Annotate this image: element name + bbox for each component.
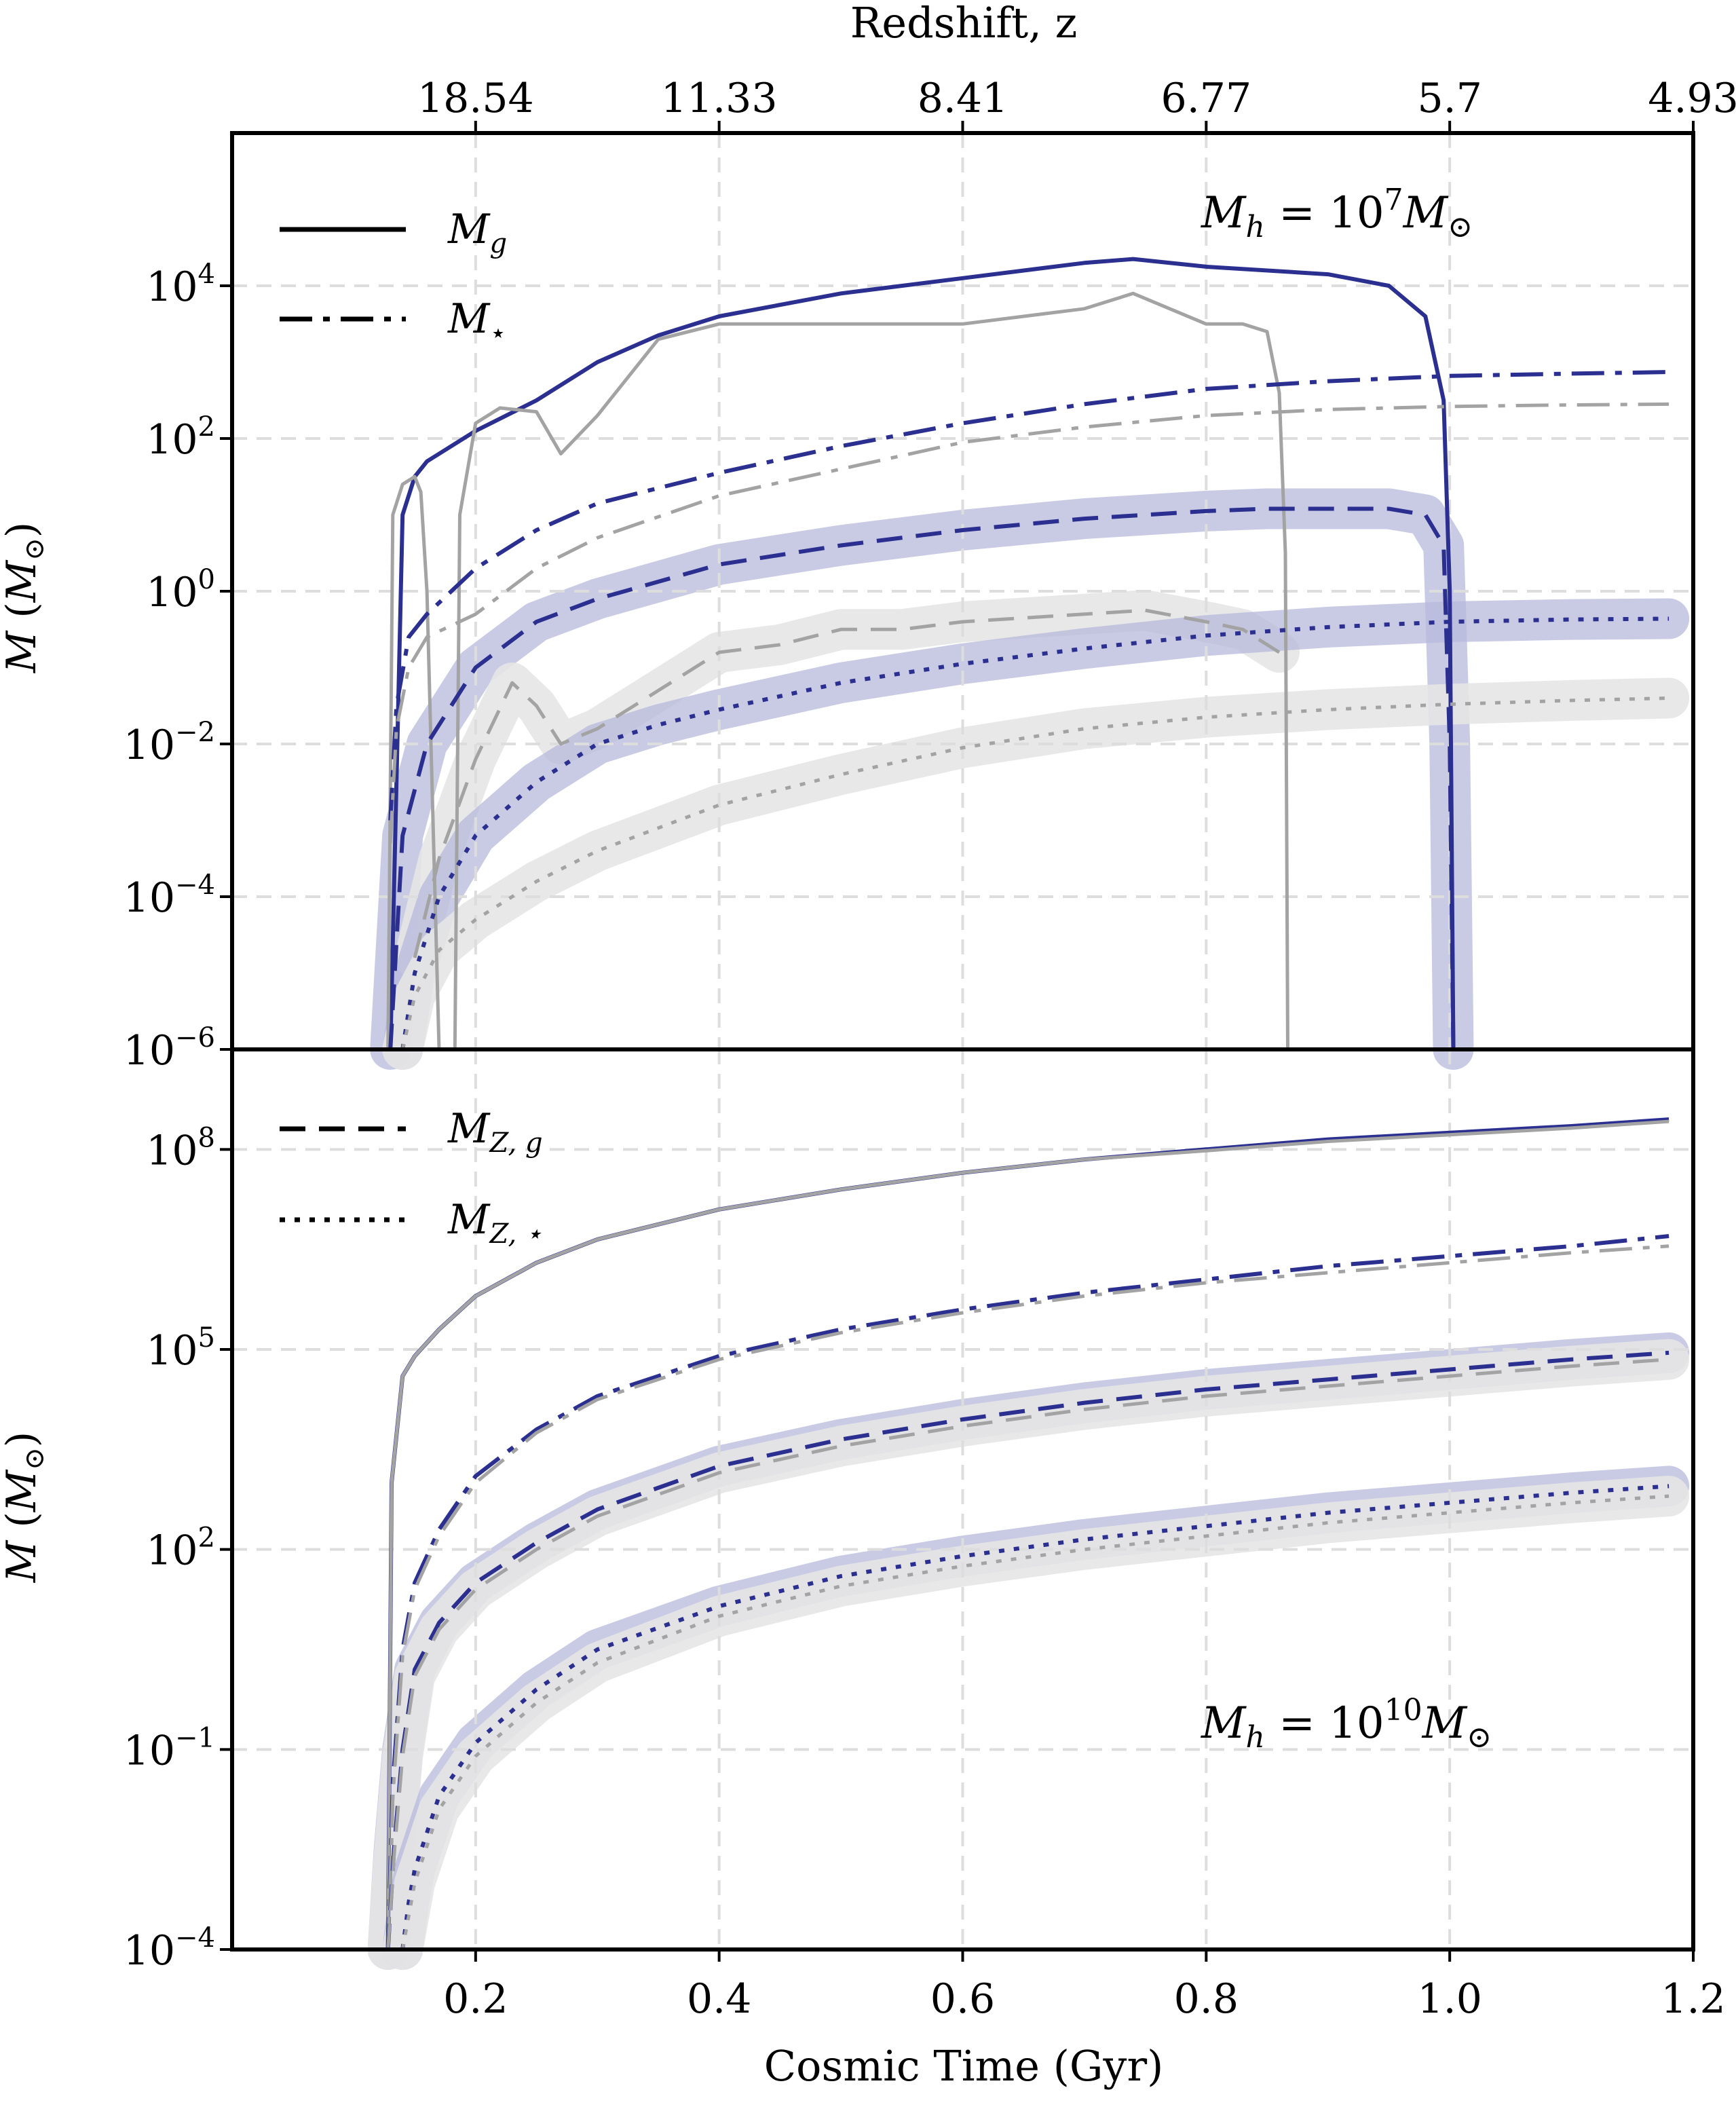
bottom-panel-annotation: Mh = 1010M⊙ [1201, 1693, 1492, 1755]
axis-ticks: 0.2 0.4 0.6 0.8 1.0 1.2 18.54 11.33 8.41 6.77 5.7 4… [124, 75, 1736, 2023]
redshift-tick-label: 18.54 [417, 75, 534, 122]
legend-label-mstar: M⋆ [447, 295, 506, 349]
top-series-gray-solid [386, 474, 442, 1051]
top-series-gray-dashed [413, 608, 1281, 958]
redshift-tick-label: 8.41 [918, 75, 1008, 122]
bottom-panel-mh-1e10 [232, 1049, 1693, 1970]
top-series-blue-dashed [388, 506, 1456, 1050]
bottom-y-tick-label: 105 [146, 1322, 215, 1375]
bottom-y-tick-label: 10−4 [124, 1922, 215, 1975]
redshift-tick-label: 6.77 [1161, 75, 1252, 122]
top-series-blue-solid [388, 257, 1456, 1050]
bottom-series-gray-dashdot [386, 1244, 1669, 1950]
bottom-y-tick-label: 10−1 [124, 1722, 215, 1774]
x-tick-label: 0.4 [687, 1975, 751, 2023]
top-series-blue-dotted [400, 616, 1669, 1050]
top-y-tick-label: 10−4 [124, 870, 215, 922]
x-axis-title: Cosmic Time (Gyr) [764, 2041, 1164, 2091]
bottom-y-tick-label: 102 [146, 1523, 215, 1575]
top-y-axis-title: M (M⊙) [0, 522, 50, 673]
x-tick-label: 0.8 [1174, 1975, 1239, 2023]
redshift-tick-label: 5.7 [1417, 75, 1482, 122]
top-y-tick-label: 104 [146, 259, 215, 311]
bottom-y-tick-label: 108 [146, 1122, 215, 1174]
x-tick-label: 1.0 [1417, 1975, 1482, 2023]
top-y-tick-label: 10−6 [124, 1022, 215, 1075]
x-tick-label: 1.2 [1661, 1975, 1725, 2023]
top-panel-annotation: Mh = 107M⊙ [1201, 183, 1473, 244]
x-tick-label: 0.2 [443, 1975, 508, 2023]
top-y-tick-label: 10−2 [124, 717, 215, 769]
bottom-series-lines [385, 1117, 1669, 1950]
top-series-blue-dashdot [388, 370, 1669, 821]
legend-top: Mg M⋆ [280, 206, 507, 349]
bottom-uncertainty-bands [367, 1332, 1690, 1970]
top-uncertainty-bands [370, 488, 1690, 1070]
legend-label-mzstar: MZ, ⋆ [447, 1196, 542, 1250]
top-series-gray-solid [453, 291, 1289, 1050]
bottom-series-blue-dotted [400, 1484, 1669, 1950]
bottom-grid [232, 1049, 1693, 1949]
legend-label-mzg: MZ, g [447, 1105, 543, 1159]
top-y-tick-label: 102 [146, 411, 215, 464]
bottom-series-gray-dotted [400, 1494, 1669, 1950]
bottom-series-gray-dashed [386, 1358, 1669, 1950]
top-panel-mh-1e7 [232, 133, 1693, 1070]
top-series-gray-dashdot [388, 402, 1669, 844]
x-tick-label: 0.6 [930, 1975, 995, 2023]
bottom-y-axis-title: M (M⊙) [0, 1432, 50, 1583]
top-axis-title: Redshift, z [850, 0, 1078, 48]
top-grid [232, 133, 1693, 1049]
bottom-series-blue-dashdot [385, 1234, 1669, 1950]
bottom-series-gray-solid [386, 1119, 1669, 1950]
legend-label-mg: Mg [447, 206, 507, 259]
top-series-lines [386, 257, 1669, 1051]
redshift-tick-label: 4.93 [1648, 75, 1736, 122]
legend-bottom: MZ, g MZ, ⋆ [280, 1105, 543, 1250]
redshift-tick-label: 11.33 [661, 75, 778, 122]
top-y-tick-label: 100 [146, 564, 215, 616]
